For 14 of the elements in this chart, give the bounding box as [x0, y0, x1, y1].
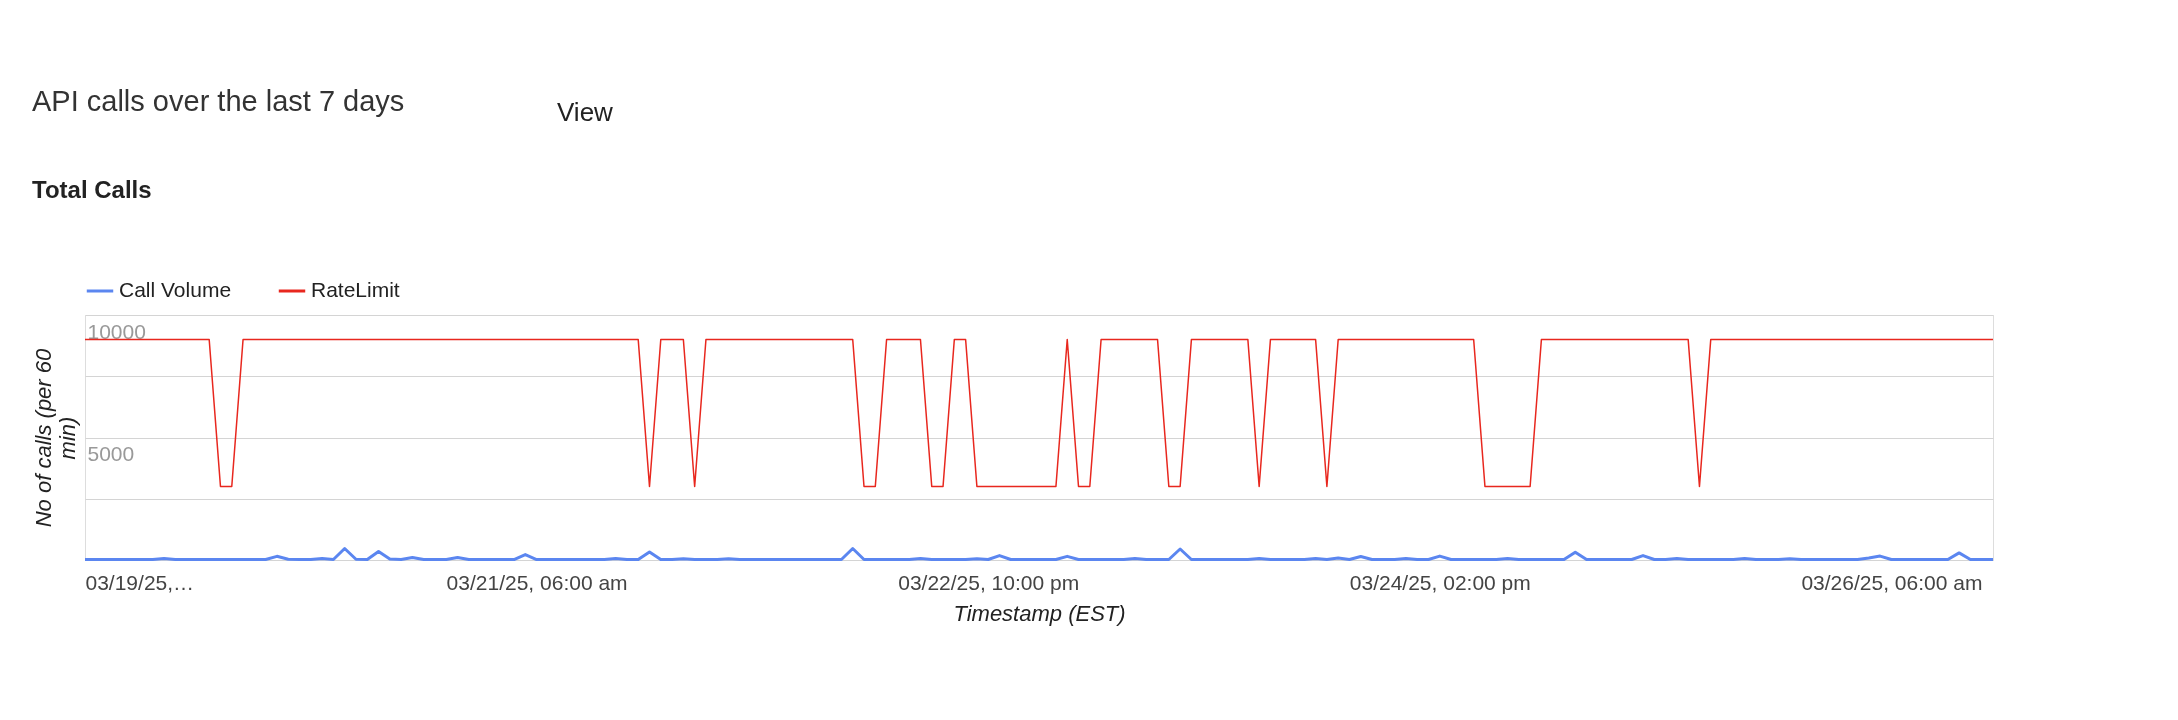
x-axis-title: Timestamp (EST)	[953, 600, 1126, 626]
x-tick-label: 03/21/25, 06:00 am	[446, 570, 628, 594]
x-tick-label: 03/24/25, 02:00 pm	[1349, 570, 1531, 594]
chart-subtitle: Total Calls	[32, 176, 152, 203]
legend-label: RateLimit	[311, 278, 400, 301]
chart-title: API calls over the last 7 days	[32, 85, 405, 117]
x-tick-label: 03/22/25, 10:00 pm	[898, 570, 1080, 594]
y-axis-title: No of calls (per 60 min)	[30, 347, 80, 528]
text: View	[557, 97, 614, 127]
x-tick-label: 03/26/25, 06:00 am	[1801, 570, 1983, 594]
y-tick-label: 10000	[87, 319, 146, 343]
legend-label: Call Volume	[119, 278, 232, 301]
x-tick-label: 03/19/25,…	[85, 570, 195, 594]
y-tick-label: 5000	[87, 442, 135, 465]
